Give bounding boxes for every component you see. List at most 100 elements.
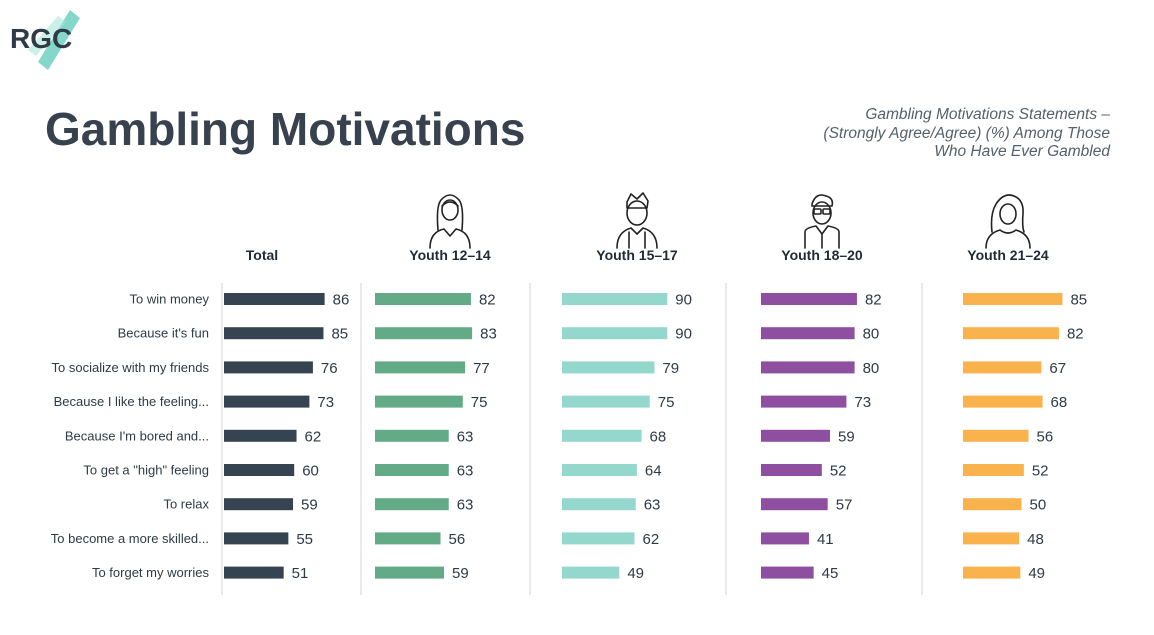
bar [963,498,1022,511]
category-label: To win money [130,292,210,307]
category-label: Because I like the feeling... [54,394,209,409]
data-label: 75 [658,394,675,411]
data-label: 56 [1037,428,1054,445]
bar [761,429,831,442]
page-title: Gambling Motivations [45,103,526,155]
bar [963,361,1042,374]
bar [375,395,463,408]
data-label: 82 [479,292,496,309]
data-label: 62 [305,428,322,445]
young-man-icon [804,194,840,249]
data-label: 76 [321,360,338,377]
bar [224,532,289,545]
rgc-logo: RGC [10,10,80,70]
bar [375,361,466,374]
bar [562,293,668,305]
data-label: 62 [643,531,660,548]
data-label: 68 [1051,394,1068,411]
bar [761,464,822,476]
bar [963,566,1021,579]
category-label: To become a more skilled... [51,531,209,546]
subtitle-line: Who Have Ever Gambled [934,143,1110,160]
category-label: Because I'm bored and... [65,428,209,443]
bar [562,327,668,340]
data-label: 49 [627,565,644,582]
data-label: 41 [817,531,834,548]
data-label: 68 [650,428,667,445]
chart-subtitle: Gambling Motivations Statements – (Stron… [750,106,1110,162]
series-header: Youth 18–20 [781,247,863,263]
data-label: 63 [644,497,661,514]
data-label: 63 [457,497,474,514]
data-label: 85 [1070,292,1087,309]
data-label: 79 [662,360,679,377]
data-label: 57 [836,497,853,514]
data-label: 80 [863,326,880,343]
bar [963,293,1063,305]
data-label: 82 [865,292,882,309]
bar [562,532,635,545]
data-label: 48 [1027,531,1044,548]
bar [224,361,313,374]
subtitle-line: Gambling Motivations Statements – [865,106,1110,123]
bar [963,395,1043,408]
subtitle-line: (Strongly Agree/Agree) (%) Among Those [823,124,1110,142]
data-label: 52 [1032,463,1049,480]
girl-icon [429,194,471,249]
bar [562,464,637,476]
woman-icon [985,194,1031,249]
bar [375,429,449,442]
data-label: 64 [645,463,662,480]
bar [761,532,809,545]
data-label: 59 [452,565,469,582]
series-header: Youth 21–24 [967,247,1049,263]
data-label: 59 [838,428,855,445]
logo-text: RGC [10,23,72,54]
bar [562,429,642,442]
bar [963,464,1024,476]
data-label: 63 [457,428,474,445]
data-label: 51 [292,565,309,582]
bar [562,566,620,579]
data-label: 52 [830,463,847,480]
category-label: Because it's fun [118,326,209,341]
series-header: Youth 12–14 [409,247,491,263]
bar [224,429,297,442]
bar [375,532,441,545]
bar [224,498,294,511]
data-label: 55 [296,531,313,548]
bar [224,395,310,408]
bar [761,395,847,408]
bar [761,327,855,340]
data-label: 50 [1030,497,1047,514]
bar [963,429,1029,442]
data-label: 90 [675,326,692,343]
bar [963,327,1059,340]
data-label: 60 [302,463,319,480]
bar [761,566,814,579]
data-label: 56 [449,531,466,548]
data-label: 77 [473,360,490,377]
bar [375,293,471,305]
data-label: 90 [675,292,692,309]
bar [562,361,655,374]
bar [375,498,449,511]
bar [761,498,828,511]
bar [224,566,284,579]
bar [963,532,1020,545]
category-label: To socialize with my friends [52,360,210,375]
data-label: 85 [331,326,348,343]
bar [761,293,857,305]
data-label: 83 [480,326,497,343]
boy-icon [616,192,658,249]
bar [562,498,636,511]
bar [224,293,325,305]
series-header: Total [246,247,278,263]
bar [761,361,855,374]
bar [562,395,650,408]
bar [375,327,473,340]
bar [375,464,449,476]
series-header: Youth 15–17 [596,247,678,263]
data-label: 49 [1028,565,1045,582]
